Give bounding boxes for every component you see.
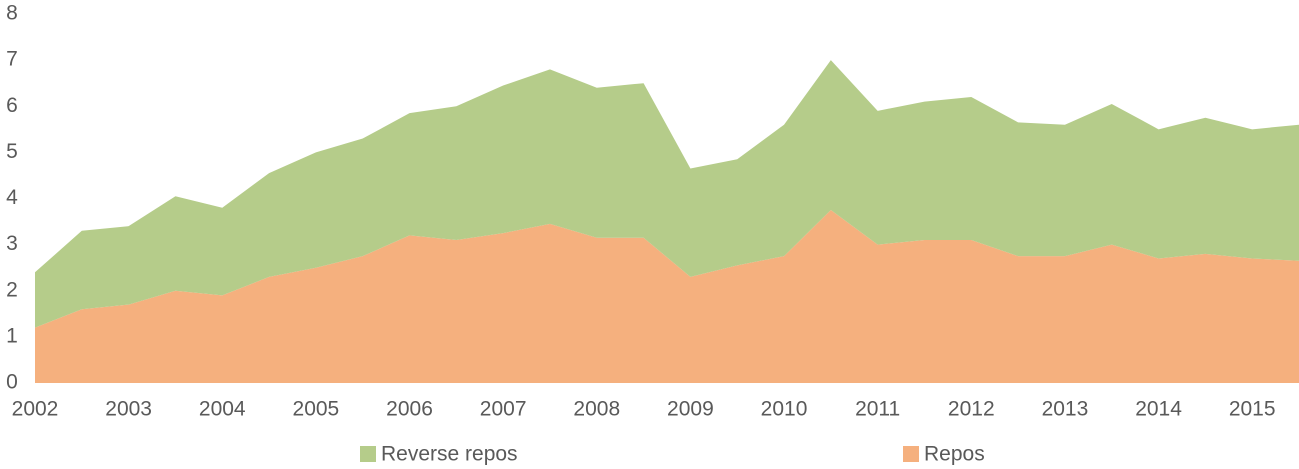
x-tick-label: 2008	[573, 398, 620, 421]
x-tick-label: 2005	[293, 398, 340, 421]
area	[35, 210, 1299, 383]
x-tick-label: 2002	[12, 398, 59, 421]
x-tick-label: 2006	[386, 398, 433, 421]
y-tick-label: 7	[6, 48, 18, 71]
x-tick-label: 2010	[761, 398, 808, 421]
y-tick-label: 6	[6, 94, 18, 117]
legend-label: Reverse repos	[381, 443, 518, 466]
x-tick-label: 2004	[199, 398, 246, 421]
y-tick-label: 1	[6, 324, 18, 347]
x-tick-label: 2009	[667, 398, 714, 421]
legend-swatch	[360, 446, 376, 462]
legend-swatch	[903, 446, 919, 462]
legend-label: Repos	[924, 443, 985, 466]
x-tick-label: 2011	[855, 398, 900, 421]
y-tick-label: 0	[6, 371, 18, 394]
area	[35, 60, 1299, 328]
x-tick-label: 2012	[948, 398, 995, 421]
y-tick-label: 8	[6, 2, 18, 25]
y-tick-label: 4	[6, 186, 18, 209]
y-tick-label: 3	[6, 232, 18, 255]
y-tick-label: 2	[6, 278, 18, 301]
x-tick-label: 2007	[480, 398, 527, 421]
y-tick-label: 5	[6, 140, 18, 163]
x-tick-label: 2015	[1229, 398, 1276, 421]
x-tick-label: 2013	[1042, 398, 1089, 421]
x-tick-label: 2014	[1135, 398, 1182, 421]
x-tick-label: 2003	[105, 398, 152, 421]
